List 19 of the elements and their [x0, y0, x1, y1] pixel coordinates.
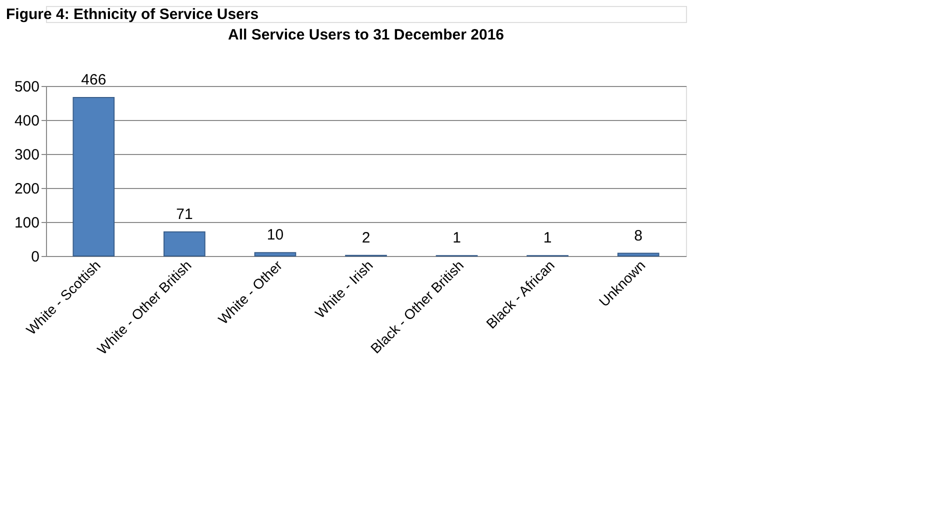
chart-title: All Service Users to 31 December 2016 [228, 26, 504, 44]
bar [254, 252, 296, 256]
y-tick-label: 300 [14, 146, 40, 164]
y-tick-label: 100 [14, 214, 40, 232]
bar [72, 97, 115, 256]
data-label: 10 [266, 226, 284, 244]
bar [164, 231, 206, 256]
data-label: 1 [543, 230, 552, 247]
data-label: 8 [634, 227, 643, 244]
data-label: 2 [362, 229, 370, 246]
data-label: 71 [176, 206, 193, 223]
bar [617, 252, 660, 256]
y-tick-label: 400 [14, 112, 40, 130]
data-label: 1 [452, 230, 461, 247]
y-tick-label: 0 [31, 248, 40, 266]
y-tick-label: 200 [14, 180, 40, 198]
y-tick-label: 500 [14, 78, 40, 96]
data-label: 466 [81, 72, 106, 89]
caption: Figure 4: Ethnicity of Service Users [6, 6, 259, 23]
